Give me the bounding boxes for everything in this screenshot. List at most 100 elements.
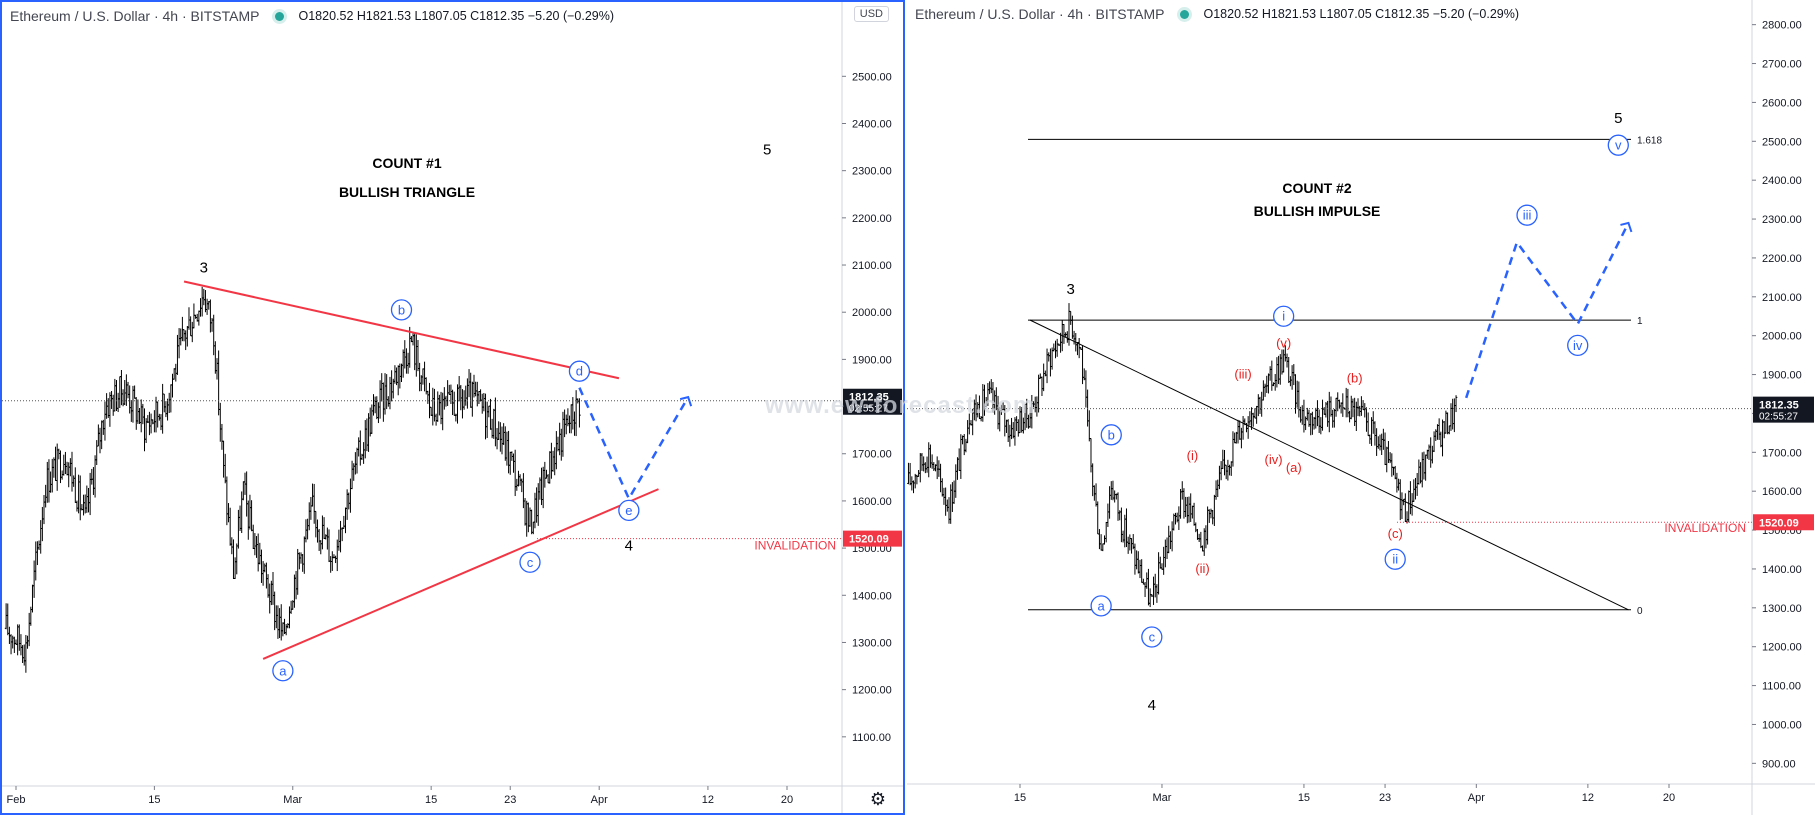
y-tick-label: 2200.00 [1762, 253, 1802, 265]
x-tick-label: 20 [781, 794, 793, 806]
wave-label-iii: iii [1523, 208, 1532, 223]
wave-label-c: c [527, 555, 534, 570]
wave-label-circle [1607, 134, 1629, 156]
wave-label-5: 5 [1614, 110, 1622, 127]
wave-label-iii: (iii) [1234, 367, 1251, 382]
count-title: COUNT #2 [1282, 180, 1351, 196]
wave-label-circle [519, 551, 541, 573]
wave-label-d: d [576, 364, 583, 379]
wave-projection-path [1464, 222, 1630, 399]
market-status-icon [275, 11, 285, 21]
trendline [262, 488, 659, 660]
y-tick-label: 1900.00 [1762, 370, 1802, 382]
chart-canvas-1[interactable]: 1100.001200.001300.001400.001500.001600.… [2, 2, 903, 813]
wave-label-c: c [1149, 629, 1156, 644]
ohlc-readout: O1820.52 H1821.53 L1807.05 C1812.35 −5.2… [298, 9, 615, 23]
x-tick-label: 20 [1663, 792, 1675, 804]
wave-label-v: v [1615, 138, 1622, 153]
y-tick-label: 2200.00 [852, 213, 892, 225]
y-tick-label: 1700.00 [1762, 447, 1802, 459]
y-tick-label: 1700.00 [852, 449, 892, 461]
wave-label-circle [1384, 548, 1406, 570]
x-tick-label: 15 [1014, 792, 1026, 804]
wave-label-circle [390, 299, 413, 321]
last-price-tag [1753, 396, 1814, 423]
ohlc-readout: O1820.52 H1821.53 L1807.05 C1812.35 −5.2… [1203, 7, 1520, 21]
wave-label-circle [1141, 626, 1163, 648]
y-tick-label: 2500.00 [1762, 136, 1802, 148]
x-tick-label: 12 [702, 794, 714, 806]
wave-label-e: e [625, 503, 632, 518]
wave-label-b: b [398, 302, 405, 317]
y-tick-label: 1100.00 [1762, 681, 1801, 693]
y-tick-label: 2000.00 [1762, 331, 1802, 343]
symbol-title: Ethereum / U.S. Dollar · 4h · BITSTAMP [10, 8, 260, 24]
x-tick-label: Feb [7, 794, 26, 806]
projection-arrow-head [679, 395, 693, 407]
trendline [1029, 319, 1629, 611]
y-tick-label: 900.00 [1762, 758, 1796, 770]
wave-label-4: 4 [1148, 697, 1156, 714]
trendline [183, 280, 620, 380]
fib-level-label: 1 [1637, 316, 1643, 327]
fib-level-label: 0 [1637, 606, 1643, 617]
wave-label-circle [618, 499, 640, 522]
wave-label-v: (v) [1276, 335, 1291, 350]
x-tick-label: Apr [1468, 792, 1485, 804]
x-tick-label: Mar [1152, 792, 1171, 804]
watermark: www.ew-forecast.com [765, 392, 1036, 419]
x-tick-label: 12 [1582, 792, 1594, 804]
x-tick-label: 23 [504, 794, 516, 806]
y-tick-label: 1400.00 [1762, 564, 1802, 576]
y-tick-label: 1200.00 [852, 685, 892, 697]
count-subtitle: BULLISH IMPULSE [1254, 203, 1381, 219]
x-tick-label: 15 [1298, 792, 1310, 804]
chart-panel-count-2[interactable]: Ethereum / U.S. Dollar · 4h · BITSTAMP O… [907, 0, 1815, 815]
projection-arrow-head [1620, 221, 1633, 233]
y-tick-label: 1200.00 [1762, 642, 1802, 654]
wave-label-circle [1090, 595, 1112, 617]
invalidation-price-tag [1753, 514, 1814, 531]
y-tick-label: 1000.00 [1762, 719, 1802, 731]
chart-canvas-2[interactable]: 900.00 1000.00 1100.00 1200.00 1300.00 1400.0… [907, 0, 1815, 815]
invalidation-price-tag [843, 530, 902, 547]
count-title: COUNT #1 [372, 155, 441, 171]
y-tick-label: 1100.00 [852, 732, 891, 744]
y-tick-label: 2300.00 [852, 166, 892, 178]
y-tick-label: 1900.00 [852, 354, 892, 366]
wave-projection-path [578, 387, 690, 502]
wave-label-circle [568, 360, 591, 382]
y-tick-label: 1600.00 [852, 496, 892, 508]
wave-label-4: 4 [625, 538, 633, 555]
x-tick-label: Apr [591, 794, 608, 806]
y-tick-label: 2300.00 [1762, 214, 1802, 226]
countdown-timer: 02:55:27 [1759, 412, 1798, 423]
wave-label-a: a [279, 663, 287, 678]
chart-panel-count-1[interactable]: Ethereum / U.S. Dollar · 4h · BITSTAMP O… [0, 0, 905, 815]
count-subtitle: BULLISH TRIANGLE [339, 184, 475, 200]
last-price-value: 1812.35 [849, 392, 889, 404]
wave-label-circle [1567, 334, 1589, 357]
wave-label-3: 3 [1067, 281, 1075, 298]
wave-label-b: b [1108, 427, 1115, 442]
gear-icon[interactable]: ⚙ [869, 789, 887, 809]
x-tick-label: Mar [283, 794, 302, 806]
invalidation-price-value: 1520.09 [849, 534, 889, 546]
last-price-value: 1812.35 [1759, 400, 1799, 412]
currency-button[interactable]: USD [853, 6, 889, 22]
y-tick-label: 2400.00 [1762, 175, 1802, 187]
wave-label-3: 3 [200, 259, 208, 276]
invalidation-label: INVALIDATION [754, 539, 836, 553]
y-tick-label: 1400.00 [852, 590, 892, 602]
y-tick-label: 2700.00 [1762, 59, 1802, 71]
wave-label-ii: (ii) [1195, 561, 1209, 576]
wave-label-a: (a) [1286, 460, 1302, 475]
y-tick-label: 2500.00 [852, 71, 892, 83]
wave-label-iv: (iv) [1264, 452, 1282, 467]
y-tick-label: 2100.00 [1762, 292, 1802, 304]
y-tick-label: 1300.00 [852, 637, 892, 649]
wave-label-b: (b) [1347, 370, 1363, 385]
y-tick-label: 2800.00 [1762, 20, 1802, 32]
y-tick-label: 2100.00 [852, 260, 892, 272]
invalidation-price-value: 1520.09 [1759, 517, 1799, 529]
